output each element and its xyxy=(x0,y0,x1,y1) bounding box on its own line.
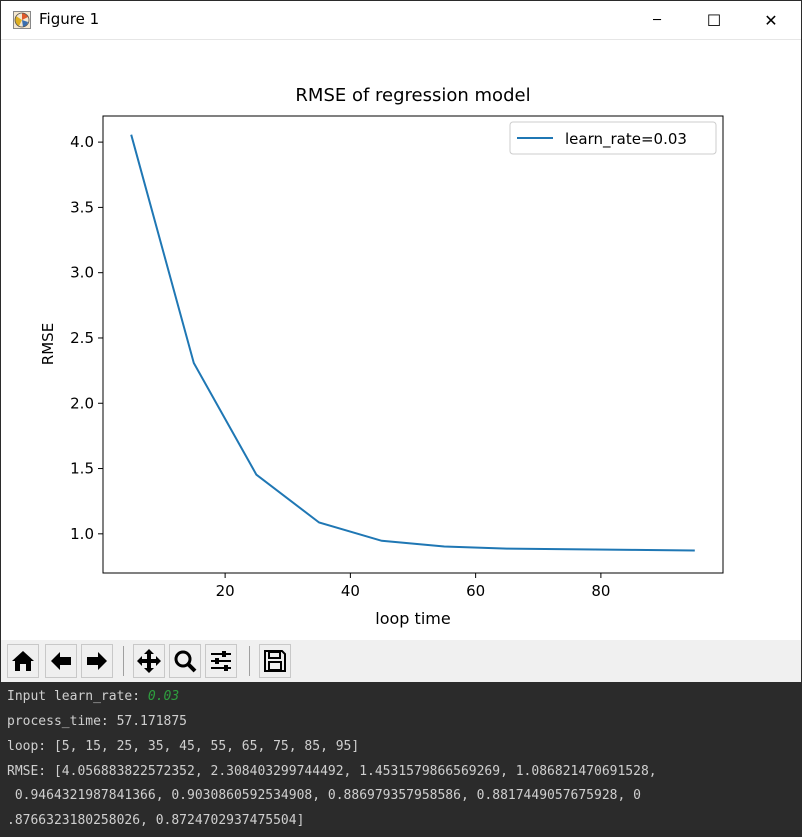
y-tick-label: 3.0 xyxy=(70,264,94,282)
x-tick-label: 40 xyxy=(341,582,360,600)
save-button[interactable] xyxy=(259,644,291,678)
forward-button[interactable] xyxy=(81,644,113,678)
x-tick-label: 80 xyxy=(591,582,610,600)
console-input-value: 0.03 xyxy=(147,689,180,704)
home-button[interactable] xyxy=(7,644,39,678)
console-line-rmse-end: .8766323180258026, 0.8724702937475504] xyxy=(7,813,305,828)
chart-title: RMSE of regression model xyxy=(295,85,530,106)
legend-box xyxy=(509,121,717,155)
maximize-icon: ☐ xyxy=(706,10,722,30)
y-tick-label: 2.5 xyxy=(70,329,94,347)
x-axis-label: loop time xyxy=(375,609,450,628)
console-line-process-time: process_time: 57.171875 xyxy=(7,714,188,729)
y-tick-label: 1.0 xyxy=(70,525,94,543)
y-axis-label: RMSE xyxy=(39,323,57,365)
series-line-learn-rate xyxy=(130,134,695,552)
toolbar-separator xyxy=(123,646,124,676)
matplotlib-icon xyxy=(13,11,31,29)
console-line-loop: loop: [5, 15, 25, 35, 45, 55, 65, 75, 85… xyxy=(7,739,360,754)
maximize-button[interactable]: ☐ xyxy=(685,1,743,39)
y-tick-label: 1.5 xyxy=(70,460,94,478)
y-tick-label: 4.0 xyxy=(70,133,94,151)
y-tick-label: 2.0 xyxy=(70,394,94,412)
toolbar-separator xyxy=(249,646,250,676)
zoom-icon xyxy=(174,650,197,673)
pan-button[interactable] xyxy=(133,644,165,678)
console-input-prompt: Input learn_rate: xyxy=(7,689,148,704)
home-icon xyxy=(12,651,34,671)
save-icon xyxy=(264,650,286,672)
console-line-rmse: RMSE: [4.056883822572352, 2.308403299744… xyxy=(7,764,657,779)
pan-icon xyxy=(137,649,161,673)
minimize-icon: ─ xyxy=(653,12,661,28)
title-bar[interactable]: Figure 1 ─ ☐ ✕ xyxy=(1,1,801,40)
x-tick-label: 20 xyxy=(216,582,235,600)
y-tick-label: 3.5 xyxy=(70,198,94,216)
axis-ticks: 20 40 60 80 1.0 1.5 2.0 2.5 3.0 3.5 4.0 xyxy=(70,133,610,600)
axes-frame xyxy=(102,115,724,574)
configure-subplots-icon xyxy=(211,651,231,671)
zoom-button[interactable] xyxy=(169,644,201,678)
back-button[interactable] xyxy=(45,644,77,678)
figure-window: Figure 1 ─ ☐ ✕ RMSE of regression model … xyxy=(0,0,802,682)
window-title: Figure 1 xyxy=(39,10,100,28)
legend: learn_rate=0.03 xyxy=(509,121,717,155)
console-line-rmse-cont: 0.9464321987841366, 0.9030860592534908, … xyxy=(7,788,641,803)
close-button[interactable]: ✕ xyxy=(742,1,800,39)
figure-canvas[interactable]: RMSE of regression model loop time RMSE … xyxy=(1,40,801,640)
console-line-input: Input learn_rate: 0.03 xyxy=(7,689,179,704)
close-icon: ✕ xyxy=(764,10,778,30)
back-arrow-icon xyxy=(51,652,71,670)
minimize-button[interactable]: ─ xyxy=(628,1,686,39)
console-output[interactable]: Input learn_rate: 0.03 process_time: 57.… xyxy=(0,682,802,837)
navigation-toolbar xyxy=(1,640,801,682)
configure-subplots-button[interactable] xyxy=(205,644,237,678)
x-tick-label: 60 xyxy=(466,582,485,600)
legend-label: learn_rate=0.03 xyxy=(565,130,687,149)
forward-arrow-icon xyxy=(87,652,107,670)
